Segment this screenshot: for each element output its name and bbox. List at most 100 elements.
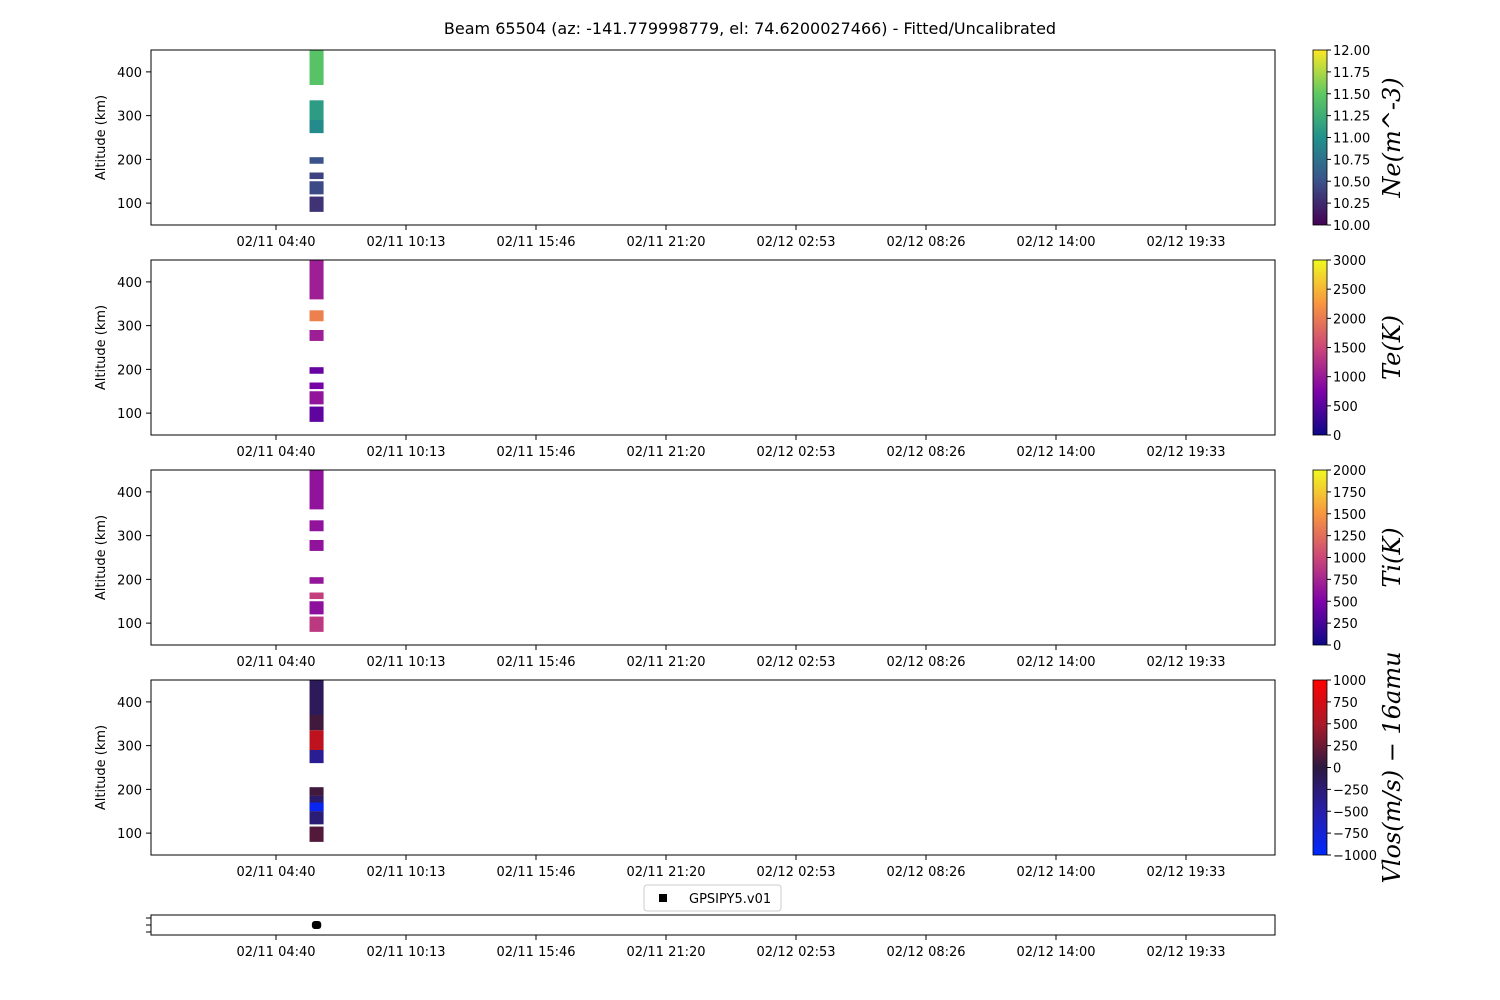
panels: 100 200 300 400 Altitude (km) 02/11 04:40 02/1… [94, 44, 1406, 960]
y-tick-label: 200 [117, 783, 142, 798]
heatmap-cell [309, 680, 324, 715]
x-tick-label: 02/11 15:46 [496, 235, 575, 250]
colorbar-tick-label: 500 [1333, 595, 1358, 610]
y-tick-label: 100 [117, 197, 142, 212]
data-cells [309, 680, 324, 842]
heatmap-cell [309, 330, 324, 341]
y-tick-label: 300 [117, 740, 142, 755]
colorbar-tick-label: 1000 [1333, 371, 1366, 386]
x-tick-label: 02/12 08:26 [886, 655, 965, 670]
heatmap-cell [309, 382, 324, 390]
panel-ti: 100 200 300 400 Altitude (km) 02/11 04:40 02/1… [94, 464, 1406, 670]
y-tick-label: 100 [117, 617, 142, 632]
colorbar-tick-label: 10.75 [1333, 153, 1370, 168]
y-axis-label: Altitude (km) [94, 95, 109, 180]
colorbar-tick-label: 0 [1333, 639, 1341, 654]
data-cells [309, 470, 324, 632]
heatmap-cell [309, 367, 324, 374]
colorbar-tick-label: 11.50 [1333, 88, 1370, 103]
y-tick-label: 400 [117, 696, 142, 711]
axes-frame [150, 679, 1276, 856]
panel-te: 100 200 300 400 Altitude (km) 02/11 04:40 02/1… [94, 254, 1406, 460]
y-tick-label: 400 [117, 276, 142, 291]
y-tick-label: 300 [117, 530, 142, 545]
x-tick-label: 02/11 10:13 [366, 235, 445, 250]
heatmap-cell [309, 470, 324, 510]
chart-title: Beam 65504 (az: -141.779998779, el: 74.6… [444, 19, 1056, 38]
heatmap-cell [309, 540, 324, 551]
y-tick-label: 100 [117, 407, 142, 422]
colorbar-tick-label: 750 [1333, 696, 1358, 711]
axes-frame [150, 49, 1276, 226]
x-tick-label: 02/12 08:26 [886, 235, 965, 250]
x-tick-label: 02/12 19:33 [1146, 655, 1225, 670]
colorbar-label: Ti(K) [1378, 527, 1406, 587]
colorbar-tick-label: 500 [1333, 400, 1358, 415]
x-tick-label: 02/12 19:33 [1146, 865, 1225, 880]
axes-frame [150, 259, 1276, 436]
y-tick-label: 200 [117, 153, 142, 168]
x-tick-label: 02/12 02:53 [756, 945, 835, 960]
heatmap-cell [309, 50, 324, 85]
legend-box [643, 884, 782, 912]
colorbar-tick-label: 1250 [1333, 530, 1366, 545]
x-tick-label: 02/12 14:00 [1016, 655, 1095, 670]
colorbar-tick-label: 1750 [1333, 486, 1366, 501]
colorbar-tick-label: 11.25 [1333, 110, 1370, 125]
legend-data-bar [311, 921, 322, 929]
heatmap-cell [309, 172, 324, 180]
x-tick-label: 02/12 02:53 [756, 235, 835, 250]
colorbar-tick-label: 0 [1333, 429, 1341, 444]
x-tick-label: 02/11 15:46 [496, 945, 575, 960]
heatmap-cell [309, 616, 324, 632]
heatmap-cell [309, 802, 324, 812]
colorbar-tick-label: 1000 [1333, 674, 1366, 689]
colorbar [1312, 679, 1328, 856]
x-tick-label: 02/12 08:26 [886, 865, 965, 880]
y-axis-label: Altitude (km) [94, 515, 109, 600]
x-tick-label: 02/11 10:13 [366, 445, 445, 460]
heatmap-cell [309, 811, 324, 825]
x-tick-label: 02/11 21:20 [626, 865, 705, 880]
x-tick-label: 02/11 04:40 [236, 655, 315, 670]
colorbar-tick-label: 1500 [1333, 508, 1366, 523]
x-tick-label: 02/12 14:00 [1016, 445, 1095, 460]
colorbar-tick-label: 11.75 [1333, 66, 1370, 81]
x-tick-label: 02/11 21:20 [626, 655, 705, 670]
y-tick-label: 200 [117, 363, 142, 378]
x-tick-label: 02/11 21:20 [626, 235, 705, 250]
legend-entry: GPSIPY5.v01 [689, 892, 771, 907]
colorbar-tick-label: 10.25 [1333, 197, 1370, 212]
heatmap-cell [309, 181, 324, 195]
heatmap-cell [309, 100, 324, 120]
colorbar-tick-label: 12.00 [1333, 44, 1370, 59]
x-tick-label: 02/11 04:40 [236, 945, 315, 960]
panel-ne: 100 200 300 400 Altitude (km) 02/11 04:40 02/1… [94, 44, 1406, 250]
heatmap-cell [309, 520, 324, 532]
colorbar-label: Ne(m^-3) [1378, 77, 1406, 198]
x-tick-label: 02/12 14:00 [1016, 235, 1095, 250]
axes-frame [150, 469, 1276, 646]
colorbar [1312, 259, 1328, 436]
colorbar-label: Vlos(m/s) − 16amu [1378, 651, 1406, 883]
heatmap-cell [309, 577, 324, 584]
y-axis-label: Altitude (km) [94, 305, 109, 390]
x-tick-label: 02/12 14:00 [1016, 865, 1095, 880]
colorbar-tick-label: −750 [1333, 827, 1369, 842]
x-tick-label: 02/11 15:46 [496, 865, 575, 880]
data-cells [309, 50, 324, 212]
x-tick-label: 02/11 15:46 [496, 655, 575, 670]
data-cells [309, 260, 324, 422]
colorbar-tick-label: 250 [1333, 617, 1358, 632]
heatmap-cell [309, 601, 324, 615]
colorbar-tick-label: 1500 [1333, 342, 1366, 357]
colorbar-tick-label: 1000 [1333, 552, 1366, 567]
heatmap-cell [309, 592, 324, 600]
x-tick-label: 02/12 08:26 [886, 945, 965, 960]
colorbar [1312, 49, 1328, 226]
x-tick-label: 02/11 15:46 [496, 445, 575, 460]
x-tick-label: 02/11 04:40 [236, 235, 315, 250]
panel-vlos: 100 200 300 400 Altitude (km) 02/11 04:40 02/1… [94, 651, 1406, 883]
heatmap-cell [309, 715, 324, 731]
